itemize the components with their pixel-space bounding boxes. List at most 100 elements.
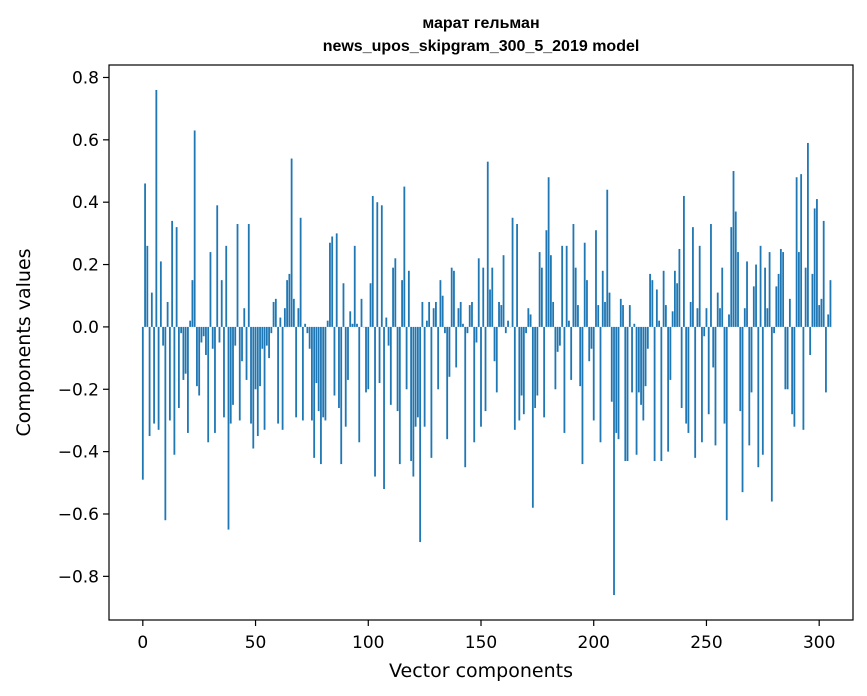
bar [383, 326, 385, 490]
bar [292, 298, 295, 327]
bar [786, 326, 789, 390]
bar [265, 326, 268, 346]
y-tick-label: 0.4 [72, 193, 99, 213]
bar [184, 326, 187, 374]
bar [489, 289, 491, 327]
bar [743, 308, 746, 327]
bar [568, 320, 570, 327]
bar [444, 326, 446, 334]
bars-group [141, 89, 832, 596]
bar [547, 177, 550, 327]
bar [581, 326, 584, 465]
bar [322, 326, 325, 418]
bar [500, 305, 503, 327]
bar [304, 323, 307, 327]
x-axis-ticks: 0 50 100 150 200 250 300 [137, 620, 835, 653]
bar [653, 326, 656, 461]
bar [403, 186, 406, 327]
bar [477, 258, 480, 327]
bar [511, 217, 514, 327]
bar [825, 326, 827, 393]
bar [536, 326, 539, 396]
bar [295, 326, 298, 418]
bar [775, 286, 778, 327]
bar [389, 326, 392, 405]
bar [155, 89, 158, 327]
bar [297, 308, 300, 327]
bar [187, 326, 189, 433]
bar [685, 326, 688, 424]
bar [486, 161, 489, 327]
bar [360, 298, 363, 327]
bar [811, 273, 814, 327]
y-tick-label: 0.6 [72, 131, 99, 151]
bar [640, 326, 642, 405]
bar [784, 326, 787, 390]
bar [734, 211, 737, 327]
bar [820, 298, 823, 327]
bar [628, 305, 631, 327]
bar [493, 326, 496, 362]
bar [189, 320, 192, 327]
bar [277, 326, 279, 424]
bar [342, 283, 345, 327]
bar [232, 326, 234, 405]
bar [475, 326, 478, 343]
bar [439, 280, 442, 327]
bar [574, 267, 577, 327]
bar [349, 311, 352, 327]
bar [651, 280, 654, 327]
bar [324, 326, 327, 421]
bar [207, 326, 210, 443]
bar [306, 326, 309, 334]
bar [466, 326, 469, 334]
bar [502, 255, 505, 327]
bar [793, 326, 796, 427]
bar [347, 326, 349, 380]
bar [816, 199, 818, 327]
bar [529, 314, 532, 327]
bar [637, 326, 640, 393]
x-tick-label: 200 [578, 633, 610, 653]
bar [256, 326, 259, 437]
bar [234, 326, 237, 346]
bar [435, 301, 437, 327]
bar [818, 305, 821, 327]
bar [166, 301, 169, 327]
bar [626, 326, 629, 461]
y-tick-label: −0.4 [58, 443, 99, 463]
bar [710, 224, 712, 327]
bar [150, 292, 153, 327]
bar [177, 326, 180, 408]
bar [423, 326, 426, 427]
bar [374, 326, 376, 477]
bar [642, 326, 645, 421]
bar [703, 326, 706, 337]
bar [556, 326, 559, 352]
bar [211, 326, 214, 349]
bar [755, 264, 757, 327]
bar [227, 326, 230, 530]
bar [732, 171, 735, 327]
bar [245, 326, 248, 380]
bar [410, 326, 413, 461]
bar [662, 270, 665, 327]
bar [543, 326, 546, 418]
bar [182, 326, 185, 380]
bar [405, 326, 408, 390]
bar [358, 326, 361, 443]
bar [712, 326, 715, 368]
bar [572, 224, 575, 327]
bar [313, 326, 316, 458]
bar [701, 326, 703, 443]
bar [412, 326, 415, 477]
bar [613, 326, 615, 596]
bar [538, 252, 541, 327]
bar [714, 326, 717, 446]
bar [513, 326, 516, 430]
bar [644, 326, 647, 387]
x-tick-label: 50 [245, 633, 267, 653]
bar [660, 326, 663, 461]
bar [459, 301, 462, 327]
